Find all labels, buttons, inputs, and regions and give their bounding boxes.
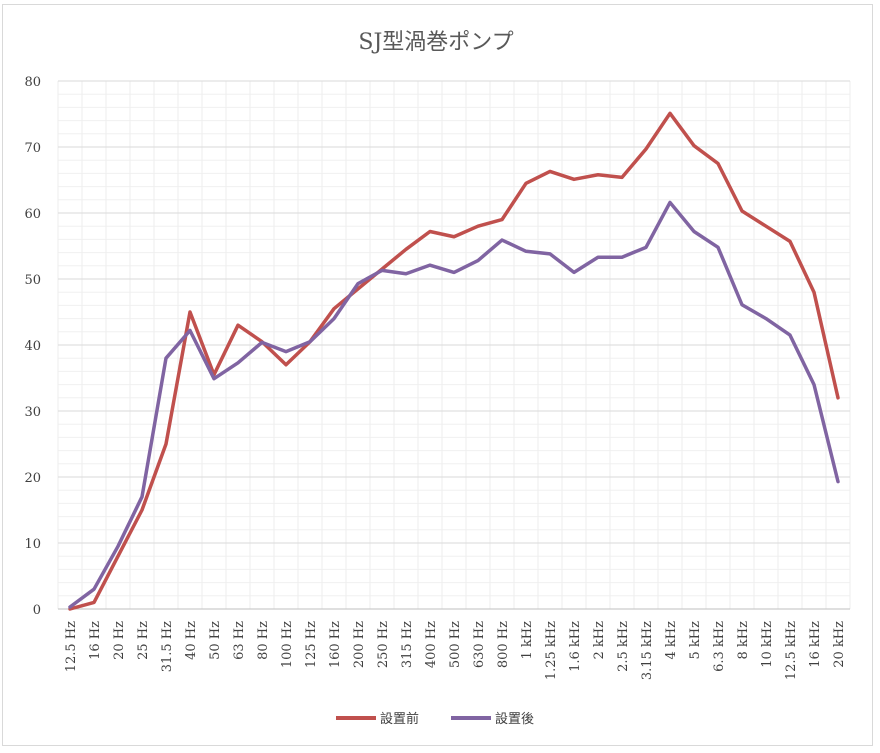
x-tick-label: 1.6 kHz <box>568 621 583 672</box>
x-tick-label: 160 Hz <box>328 621 343 668</box>
legend-label-before: 設置前 <box>380 711 419 727</box>
y-tick-label: 10 <box>24 537 41 552</box>
y-tick-label: 40 <box>24 339 41 354</box>
x-tick-label: 1 kHz <box>520 621 535 660</box>
y-axis-tick-labels: 0 10 20 30 40 50 60 70 80 <box>24 75 41 618</box>
x-tick-label: 20 Hz <box>112 621 127 660</box>
x-tick-label: 16 kHz <box>808 621 823 668</box>
x-tick-label: 6.3 kHz <box>712 621 727 672</box>
x-tick-label: 31.5 Hz <box>160 621 175 672</box>
x-tick-label: 63 Hz <box>232 621 247 660</box>
major-grid <box>58 80 850 544</box>
x-tick-label: 200 Hz <box>352 621 367 668</box>
x-tick-label: 20 kHz <box>832 621 847 668</box>
y-tick-label: 80 <box>24 75 41 90</box>
x-tick-label: 2.5 kHz <box>616 621 631 672</box>
x-tick-label: 12.5 kHz <box>784 621 799 680</box>
series-lines <box>68 111 840 611</box>
x-tick-label: 315 Hz <box>400 621 415 668</box>
x-tick-label: 800 Hz <box>496 621 511 668</box>
x-tick-label: 250 Hz <box>376 621 391 668</box>
x-tick-label: 1.25 kHz <box>544 621 559 680</box>
x-tick-label: 50 Hz <box>208 621 223 660</box>
chart-frame: SJ型渦巻ポンプ 0 10 20 30 40 50 60 70 80 12.5 Hz 16 Hz 2… <box>2 4 873 746</box>
x-tick-label: 400 Hz <box>424 621 439 668</box>
y-tick-label: 20 <box>24 471 41 486</box>
minor-grid <box>57 81 851 609</box>
legend-label-after: 設置後 <box>495 711 534 727</box>
x-tick-label: 4 kHz <box>664 621 679 660</box>
x-tick-label: 125 Hz <box>304 621 319 668</box>
legend: 設置前 設置後 <box>336 711 534 727</box>
x-tick-label: 100 Hz <box>280 621 295 668</box>
x-tick-label: 8 kHz <box>736 621 751 660</box>
x-tick-label: 12.5 Hz <box>64 621 79 672</box>
x-tick-label: 25 Hz <box>136 621 151 660</box>
y-tick-label: 70 <box>24 141 41 156</box>
x-tick-label: 2 kHz <box>592 621 607 660</box>
y-tick-label: 0 <box>33 603 41 618</box>
y-tick-label: 30 <box>24 405 41 420</box>
y-tick-label: 50 <box>24 273 41 288</box>
x-axis-tick-labels: 12.5 Hz 16 Hz 20 Hz 25 Hz 31.5 Hz 40 Hz 50 Hz 6… <box>64 621 847 680</box>
series-line-after <box>68 200 840 609</box>
x-tick-label: 630 Hz <box>472 621 487 668</box>
x-tick-label: 500 Hz <box>448 621 463 668</box>
chart-title: SJ型渦巻ポンプ <box>358 30 513 55</box>
line-chart: SJ型渦巻ポンプ 0 10 20 30 40 50 60 70 80 12.5 Hz 16 Hz 2… <box>24 30 851 727</box>
x-tick-label: 3.15 kHz <box>640 621 655 680</box>
x-tick-label: 10 kHz <box>760 621 775 668</box>
x-tick-label: 5 kHz <box>688 621 703 660</box>
x-tick-label: 40 Hz <box>184 621 199 660</box>
y-tick-label: 60 <box>24 207 41 222</box>
x-tick-label: 16 Hz <box>88 621 103 660</box>
x-tick-label: 80 Hz <box>256 621 271 660</box>
series-line-before <box>68 111 840 611</box>
